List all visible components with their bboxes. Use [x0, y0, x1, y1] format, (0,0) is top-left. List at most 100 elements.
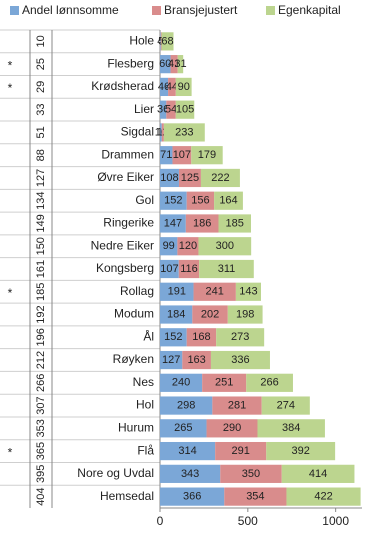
category-label: Hole	[129, 34, 154, 48]
category-label: Flesberg	[107, 56, 154, 70]
bar-segment	[160, 123, 162, 142]
segment-label: 354	[246, 491, 264, 503]
bar-segment	[198, 237, 252, 256]
bar-segment	[160, 191, 187, 210]
bar-segment	[286, 487, 361, 506]
segment-label: 99	[163, 240, 175, 252]
row-marker: *	[8, 445, 13, 459]
segment-label: 44	[166, 81, 178, 93]
category-label: Sigdal	[121, 125, 154, 139]
bar-segment	[182, 350, 211, 370]
bar-segment	[186, 328, 217, 347]
segment-label: 311	[218, 263, 236, 275]
bar-segment	[216, 328, 265, 347]
segment-label: 314	[178, 445, 196, 457]
bar-segment	[160, 373, 203, 392]
bar-segment	[160, 214, 186, 233]
bar-segment	[160, 77, 169, 97]
rank-label: 161	[35, 260, 47, 278]
rank-label: 307	[35, 396, 47, 414]
bar-segment	[185, 214, 219, 233]
rank-label: 266	[35, 374, 47, 392]
segment-label: 179	[198, 149, 216, 161]
segment-label: 222	[211, 172, 229, 184]
bar-segment	[178, 168, 201, 188]
category-label: Nore og Uvdal	[77, 466, 154, 480]
segment-label: 281	[228, 399, 246, 411]
category-label: Røyken	[113, 352, 154, 366]
category-label: Drammen	[101, 147, 154, 161]
segment-label: 384	[282, 422, 300, 434]
category-label: Hurum	[118, 421, 154, 435]
segment-label: 5	[158, 35, 164, 47]
legend-swatch	[152, 6, 161, 15]
category-label: Flå	[137, 443, 154, 457]
bar-segment	[161, 32, 174, 51]
bar-segment	[246, 373, 293, 392]
rank-label: 51	[35, 126, 47, 138]
category-label: Kongsberg	[96, 261, 154, 275]
segment-label: 273	[231, 331, 249, 343]
bar-segment	[224, 487, 287, 506]
segment-label: 290	[223, 422, 241, 434]
bar-segment	[220, 464, 282, 483]
rank-label: 33	[35, 104, 47, 116]
bar-segment	[160, 282, 194, 301]
segment-label: 350	[242, 468, 260, 480]
bar-segment	[206, 419, 258, 438]
legend-label: Egenkapital	[278, 3, 341, 17]
bar-segment	[215, 441, 267, 461]
segment-label: 343	[181, 468, 199, 480]
segment-label: 46	[158, 81, 170, 93]
category-label: Gol	[135, 193, 154, 207]
segment-label: 108	[160, 172, 178, 184]
bar-segment	[168, 77, 176, 97]
bar-segment	[235, 282, 261, 301]
segment-label: 105	[176, 104, 194, 116]
segment-label: 41	[168, 58, 180, 70]
bar-segment	[192, 305, 228, 324]
bar-segment	[177, 237, 199, 256]
x-tick-label: 0	[157, 514, 164, 528]
rank-label: 395	[35, 465, 47, 483]
category-label: Krødsherad	[91, 79, 154, 93]
rank-label: 365	[35, 442, 47, 460]
row-marker: *	[8, 58, 13, 72]
segment-label: 366	[183, 491, 201, 503]
segment-label: 116	[180, 263, 198, 275]
category-label: Nedre Eiker	[91, 238, 154, 252]
bar-segment	[200, 168, 240, 188]
bar-segment	[214, 191, 243, 210]
legend-label: Bransjejustert	[164, 3, 238, 17]
segment-label: 36	[157, 104, 169, 116]
bar-segment	[160, 328, 187, 347]
category-label: Hol	[136, 398, 154, 412]
segment-label: 414	[309, 468, 327, 480]
segment-label: 202	[201, 308, 219, 320]
legend-swatch	[266, 6, 275, 15]
bar-segment	[172, 146, 192, 165]
bar-segment	[212, 396, 262, 415]
segment-label: 143	[239, 286, 257, 298]
rank-label: 134	[35, 192, 47, 210]
bar-segment	[202, 373, 247, 392]
bar-segment	[191, 146, 223, 165]
bar-segment	[193, 282, 236, 301]
segment-label: 186	[193, 217, 211, 229]
segment-label: 241	[206, 286, 224, 298]
segment-label: 54	[165, 104, 177, 116]
category-label: Nes	[133, 375, 154, 389]
segment-label: 31	[174, 58, 186, 70]
bar-segment	[160, 32, 161, 51]
bar-segment	[160, 168, 179, 188]
bar-segment	[160, 100, 167, 119]
bar-segment	[227, 305, 263, 324]
segment-label: 120	[179, 240, 197, 252]
segment-label: 4	[157, 35, 163, 47]
bar-segment	[160, 419, 207, 438]
rank-label: 25	[35, 58, 47, 70]
rank-label: 212	[35, 351, 47, 369]
bar-segment	[160, 464, 221, 483]
segment-label: 90	[178, 81, 190, 93]
